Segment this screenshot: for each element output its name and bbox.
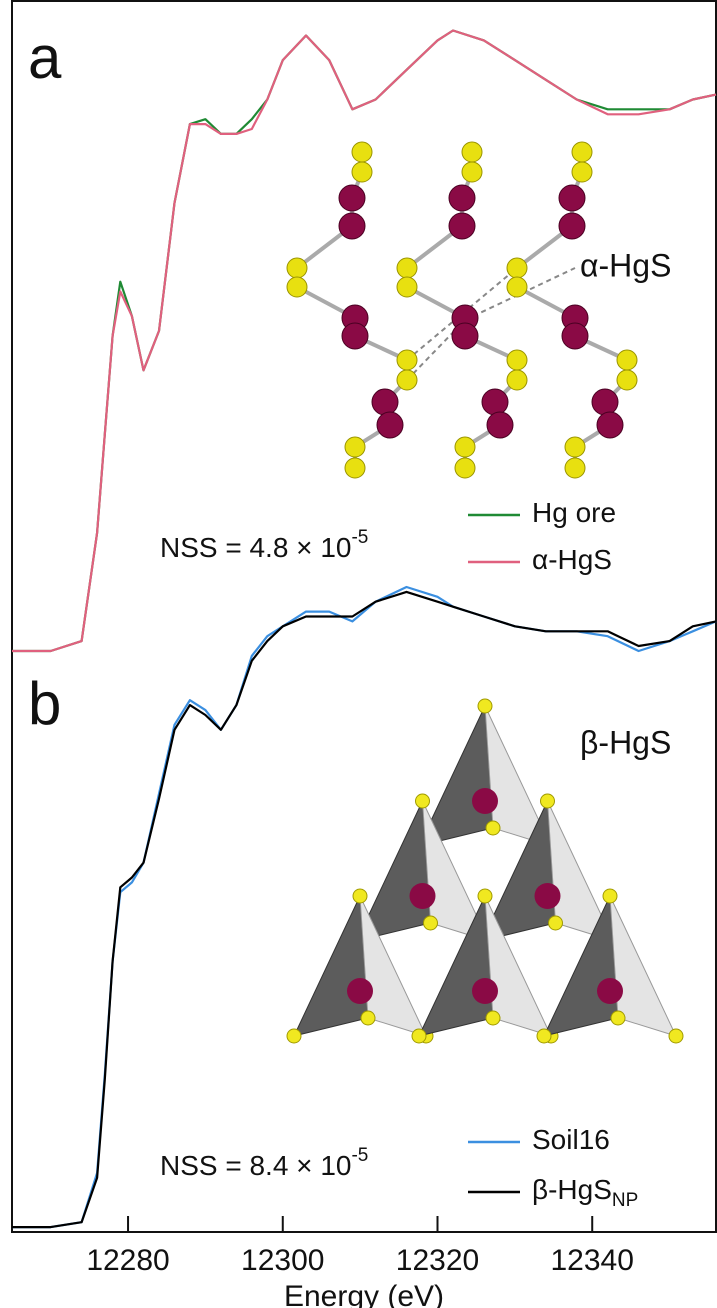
mercury-atom	[597, 412, 623, 438]
mercury-atom	[372, 389, 398, 415]
mercury-atom	[347, 978, 373, 1004]
sulfur-atom	[397, 350, 417, 370]
x-axis-label: Energy (eV)	[284, 1280, 444, 1308]
sulfur-atom	[462, 162, 482, 182]
nss-exponent: -5	[351, 527, 368, 548]
nss-annotation: NSS = 8.4 × 10-5	[160, 1145, 368, 1181]
sulfur-atom	[352, 162, 372, 182]
structure-label: α-HgS	[580, 247, 671, 283]
sulfur-atom	[549, 916, 563, 930]
sulfur-atom	[397, 258, 417, 278]
sulfur-atom	[397, 277, 417, 297]
legend-name: β-HgS	[532, 1174, 612, 1205]
legend-name: Soil16	[532, 1124, 610, 1155]
mercury-atom	[342, 323, 368, 349]
mercury-atom	[452, 323, 478, 349]
sulfur-atom	[345, 458, 365, 478]
mercury-atom	[487, 412, 513, 438]
tetrahedron-face	[294, 896, 368, 1036]
sulfur-atom	[486, 821, 500, 835]
sulfur-atom	[507, 277, 527, 297]
sulfur-atom	[287, 258, 307, 278]
mercury-atom	[535, 883, 561, 909]
legend-label: Soil16	[532, 1124, 610, 1155]
x-tick-label: 12280	[86, 1244, 169, 1277]
sulfur-atom	[565, 458, 585, 478]
mercury-atom	[559, 213, 585, 239]
structure-label: β-HgS	[580, 724, 671, 760]
mercury-atom	[562, 323, 588, 349]
sulfur-atom	[537, 1029, 551, 1043]
x-tick-label: 12300	[241, 1244, 324, 1277]
mercury-atom	[339, 213, 365, 239]
sulfur-atom	[572, 142, 592, 162]
legend-label: Hg ore	[532, 497, 616, 528]
sulfur-atom	[572, 162, 592, 182]
x-tick-label: 12320	[396, 1244, 479, 1277]
sulfur-atom	[462, 142, 482, 162]
sulfur-atom	[416, 794, 430, 808]
sulfur-atom	[617, 350, 637, 370]
nss-annotation: NSS = 4.8 × 10-5	[160, 527, 368, 563]
mercury-atom	[597, 978, 623, 1004]
sulfur-atom	[541, 794, 555, 808]
sulfur-atom	[397, 370, 417, 390]
x-tick-label: 12340	[551, 1244, 634, 1277]
mercury-atom	[472, 788, 498, 814]
sulfur-atom	[353, 889, 367, 903]
legend-label: β-HgSNP	[532, 1174, 638, 1211]
panel-label: b	[28, 670, 61, 737]
sulfur-atom	[352, 142, 372, 162]
mercury-atom	[449, 213, 475, 239]
sulfur-atom	[507, 258, 527, 278]
page: Energy (eV) 12280 12300 12320 12340 a α-HgS NS…	[0, 0, 717, 1308]
sulfur-atom	[603, 889, 617, 903]
panel-label: a	[28, 24, 62, 91]
mercury-atom	[592, 389, 618, 415]
nss-text: NSS = 4.8 × 10	[160, 532, 351, 563]
sulfur-atom	[287, 1029, 301, 1043]
legend-name: Hg ore	[532, 497, 616, 528]
legend-name: α-HgS	[532, 544, 612, 575]
sulfur-atom	[507, 370, 527, 390]
chart: Energy (eV) 12280 12300 12320 12340 a α-HgS NS…	[0, 0, 717, 1308]
sulfur-atom	[361, 1011, 375, 1025]
mercury-atom	[410, 883, 436, 909]
legend-subscript: NP	[612, 1190, 638, 1211]
nss-text: NSS = 8.4 × 10	[160, 1150, 351, 1181]
mercury-atom	[472, 978, 498, 1004]
sulfur-atom	[287, 277, 307, 297]
sulfur-atom	[507, 350, 527, 370]
mercury-atom	[449, 185, 475, 211]
mercury-atom	[559, 185, 585, 211]
sulfur-atom	[345, 437, 365, 457]
sulfur-atom	[478, 889, 492, 903]
sulfur-atom	[611, 1011, 625, 1025]
sulfur-atom	[412, 1029, 426, 1043]
sulfur-atom	[617, 370, 637, 390]
sulfur-atom	[424, 916, 438, 930]
mercury-atom	[339, 185, 365, 211]
sulfur-atom	[565, 437, 585, 457]
mercury-atom	[482, 389, 508, 415]
sulfur-atom	[669, 1029, 683, 1043]
nss-exponent: -5	[351, 1145, 368, 1166]
plot-frame	[12, 1, 716, 1232]
sulfur-atom	[455, 458, 475, 478]
sulfur-atom	[455, 437, 475, 457]
sulfur-atom	[478, 699, 492, 713]
sulfur-atom	[486, 1011, 500, 1025]
mercury-atom	[377, 412, 403, 438]
legend-label: α-HgS	[532, 544, 612, 575]
